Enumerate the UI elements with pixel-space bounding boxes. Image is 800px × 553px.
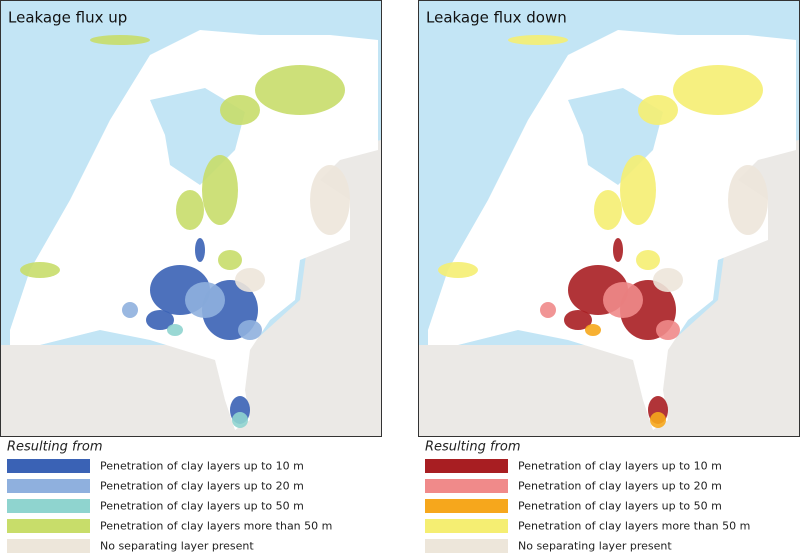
panel: Leakage flux up Resulting from Penetration… xyxy=(0,0,382,553)
netherlands xyxy=(428,30,796,430)
map-patch xyxy=(620,155,656,225)
legend-label: Penetration of clay layers more than 50 … xyxy=(518,520,750,533)
legend-label: Penetration of clay layers up to 20 m xyxy=(100,480,304,493)
map-patch xyxy=(202,155,238,225)
map-patch xyxy=(540,302,556,318)
map-patch xyxy=(438,262,478,278)
legend-label: Penetration of clay layers up to 50 m xyxy=(100,500,304,513)
map-patch xyxy=(20,262,60,278)
map-patch xyxy=(122,302,138,318)
legend-swatch xyxy=(425,539,508,553)
map-patch xyxy=(594,190,622,230)
map-patch xyxy=(656,320,680,340)
map-patch xyxy=(90,35,150,45)
map-patch xyxy=(728,165,768,235)
map-patch xyxy=(185,282,225,318)
legend-label: Penetration of clay layers up to 10 m xyxy=(518,460,722,473)
legend-swatch xyxy=(425,519,508,533)
map-patch xyxy=(638,95,678,125)
legend-swatch xyxy=(7,459,90,473)
panel: Leakage flux down Resulting from Penetrati… xyxy=(418,0,800,553)
legend-swatch xyxy=(7,499,90,513)
legend-swatch xyxy=(425,479,508,493)
map-patch xyxy=(603,282,643,318)
map-frame xyxy=(0,0,382,437)
map-patch xyxy=(310,165,350,235)
map-patch xyxy=(232,412,248,428)
map-patch xyxy=(673,65,763,115)
legend-label: Penetration of clay layers up to 10 m xyxy=(100,460,304,473)
legend-swatch xyxy=(7,539,90,553)
legend-swatch xyxy=(7,479,90,493)
legend-label: No separating layer present xyxy=(100,540,254,553)
map-patch xyxy=(235,268,265,292)
legend-swatch xyxy=(425,459,508,473)
map-patch xyxy=(218,250,242,270)
map-patch xyxy=(220,95,260,125)
neighbour-land xyxy=(418,140,799,436)
map-patch xyxy=(238,320,262,340)
map-patch xyxy=(167,324,183,336)
map-patch xyxy=(585,324,601,336)
map-patch xyxy=(255,65,345,115)
map-patch xyxy=(508,35,568,45)
map-title: Leakage flux up xyxy=(8,9,127,27)
map-patch xyxy=(195,238,205,262)
map-patch xyxy=(613,238,623,262)
map-patch xyxy=(636,250,660,270)
netherlands xyxy=(10,30,378,430)
legend-swatch xyxy=(425,499,508,513)
legend-swatch xyxy=(7,519,90,533)
map-patch xyxy=(653,268,683,292)
legend-title: Resulting from xyxy=(7,440,103,455)
legend-label: Penetration of clay layers up to 50 m xyxy=(518,500,722,513)
map-patch xyxy=(176,190,204,230)
map-patch xyxy=(564,310,592,330)
map-patch xyxy=(650,412,666,428)
legend-label: Penetration of clay layers up to 20 m xyxy=(518,480,722,493)
legend-label: Penetration of clay layers more than 50 … xyxy=(100,520,332,533)
map-patch xyxy=(146,310,174,330)
legend-title: Resulting from xyxy=(425,440,521,455)
map-title: Leakage flux down xyxy=(426,9,567,27)
legend-label: No separating layer present xyxy=(518,540,672,553)
neighbour-land xyxy=(0,140,381,436)
